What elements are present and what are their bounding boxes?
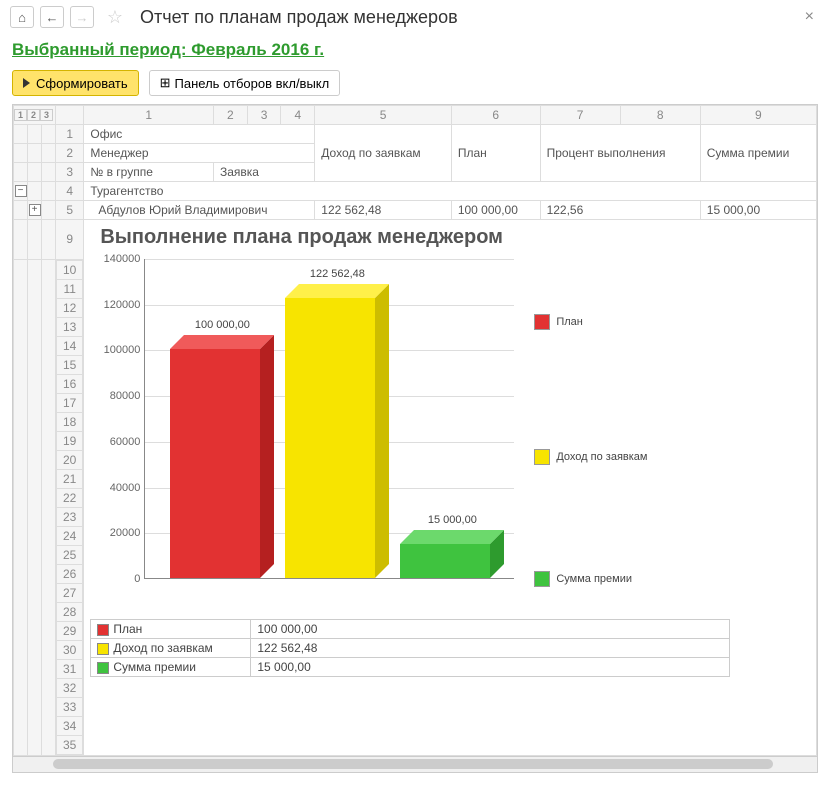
col-3[interactable]: 3 — [247, 106, 281, 125]
legend-income: Доход по заявкам — [534, 449, 647, 469]
top-toolbar: ⌂ ← → ☆ Отчет по планам продаж менеджеро… — [0, 0, 830, 34]
period-link[interactable]: Выбранный период: Февраль 2016 г. — [12, 40, 324, 60]
back-button[interactable]: ← — [40, 6, 64, 28]
header-income: Доход по заявкам — [315, 125, 452, 182]
col-6[interactable]: 6 — [451, 106, 540, 125]
chart: 020000400006000080000100000120000140000 … — [84, 259, 816, 619]
filters-label: Панель отборов вкл/выкл — [175, 76, 330, 91]
header-manager: Менеджер — [84, 144, 315, 163]
legend-swatch-plan — [534, 314, 550, 330]
cell-agency: Турагентство — [84, 182, 817, 201]
page-title: Отчет по планам продаж менеджеров — [140, 7, 793, 28]
forward-button[interactable]: → — [70, 6, 94, 28]
home-button[interactable]: ⌂ — [10, 6, 34, 28]
summary-row-bonus: Сумма премии 15 000,00 — [91, 658, 730, 677]
spreadsheet: 123 1 2 3 4 5 6 7 8 9 1 Офис Доход по за… — [12, 104, 818, 773]
col-9[interactable]: 9 — [700, 106, 816, 125]
header-percent: Процент выполнения — [540, 125, 700, 182]
legend-bonus: Сумма премии — [534, 571, 632, 591]
legend-swatch-bonus — [534, 571, 550, 587]
outline-level-tabs[interactable]: 123 — [14, 109, 55, 121]
header-group-no: № в группе — [84, 163, 214, 182]
collapse-icon[interactable]: − — [15, 185, 27, 197]
cell-income: 122 562,48 — [315, 201, 452, 220]
generate-button[interactable]: Сформировать — [12, 70, 139, 96]
generate-label: Сформировать — [36, 76, 128, 91]
filter-icon: ⊞ — [160, 75, 171, 91]
header-office: Офис — [84, 125, 315, 144]
chart-title: Выполнение плана продаж менеджером — [90, 222, 810, 257]
expand-icon[interactable]: + — [29, 204, 41, 216]
legend-plan: План — [534, 314, 583, 334]
col-2[interactable]: 2 — [213, 106, 247, 125]
chart-plot: 100 000,00122 562,4815 000,00 — [144, 259, 514, 579]
chart-yaxis: 020000400006000080000100000120000140000 — [84, 259, 144, 579]
col-4[interactable]: 4 — [281, 106, 315, 125]
legend-swatch-income — [534, 449, 550, 465]
summary-row-plan: План 100 000,00 — [91, 620, 730, 639]
col-1[interactable]: 1 — [84, 106, 214, 125]
close-button[interactable]: × — [799, 8, 820, 26]
col-5[interactable]: 5 — [315, 106, 452, 125]
summary-row-income: Доход по заявкам 122 562,48 — [91, 639, 730, 658]
cell-manager: Абдулов Юрий Владимирович — [84, 201, 315, 220]
header-request: Заявка — [213, 163, 314, 182]
header-bonus: Сумма премии — [700, 125, 816, 182]
play-icon — [23, 78, 30, 88]
filters-toggle-button[interactable]: ⊞ Панель отборов вкл/выкл — [149, 70, 341, 96]
cell-percent: 122,56 — [540, 201, 700, 220]
horizontal-scrollbar[interactable] — [13, 756, 817, 772]
favorite-icon[interactable]: ☆ — [104, 6, 126, 28]
summary-table: План 100 000,00 Доход по заявкам 122 562… — [90, 619, 730, 677]
col-7[interactable]: 7 — [540, 106, 620, 125]
cell-bonus: 15 000,00 — [700, 201, 816, 220]
header-plan: План — [451, 125, 540, 182]
col-8[interactable]: 8 — [620, 106, 700, 125]
cell-plan: 100 000,00 — [451, 201, 540, 220]
